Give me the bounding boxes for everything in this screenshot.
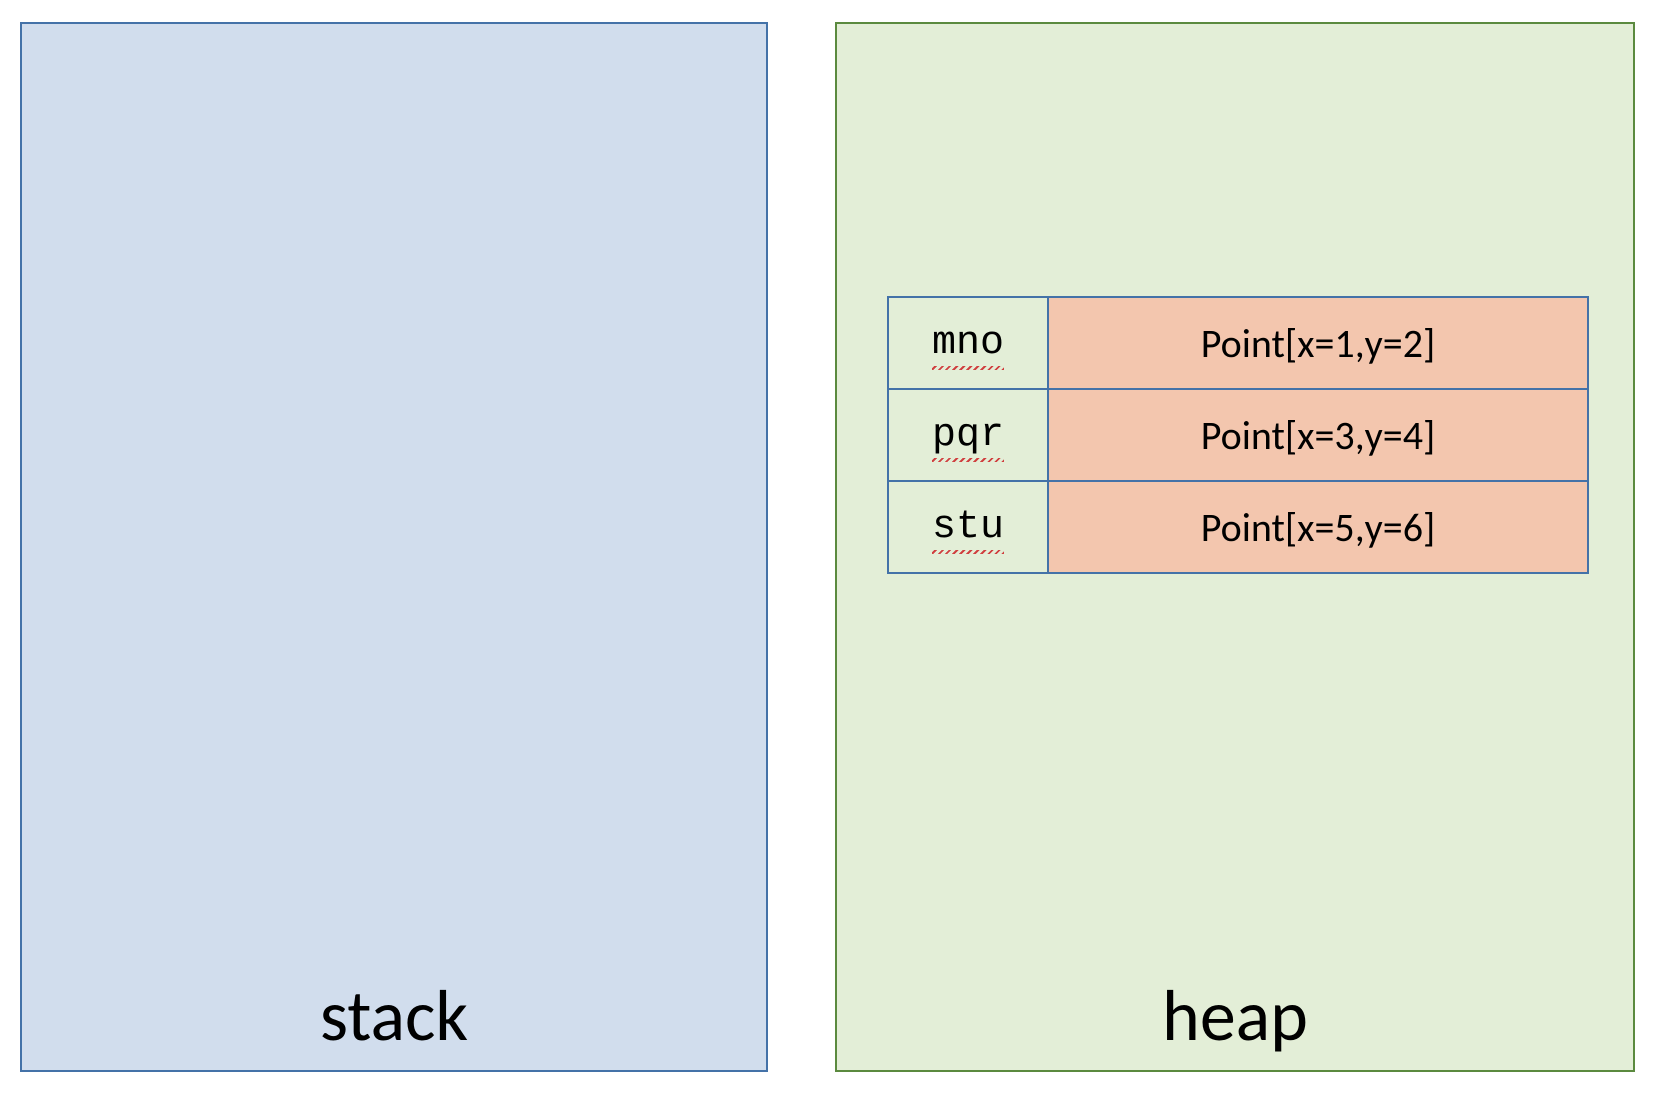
heap-table: mno Point[x=1,y=2] pqr Point[x=3,y=4] st… [887,296,1589,574]
table-row: stu Point[x=5,y=6] [888,481,1588,573]
heap-key: mno [932,321,1004,366]
heap-panel: mno Point[x=1,y=2] pqr Point[x=3,y=4] st… [835,22,1635,1072]
spellcheck-underline-icon [932,550,1004,554]
heap-key-cell: mno [888,297,1048,389]
stack-panel: stack [20,22,768,1072]
heap-value-cell: Point[x=5,y=6] [1048,481,1588,573]
heap-key-cell: stu [888,481,1048,573]
heap-value: Point[x=3,y=4] [1201,411,1436,460]
heap-value-cell: Point[x=1,y=2] [1048,297,1588,389]
spellcheck-underline-icon [932,366,1004,370]
heap-key-cell: pqr [888,389,1048,481]
heap-value: Point[x=1,y=2] [1201,319,1436,368]
table-row: mno Point[x=1,y=2] [888,297,1588,389]
heap-value-cell: Point[x=3,y=4] [1048,389,1588,481]
heap-label: heap [1162,972,1308,1060]
heap-key: pqr [932,413,1004,458]
spellcheck-underline-icon [932,458,1004,462]
heap-key: stu [932,505,1004,550]
heap-value: Point[x=5,y=6] [1201,503,1436,552]
stack-label: stack [320,972,468,1060]
table-row: pqr Point[x=3,y=4] [888,389,1588,481]
